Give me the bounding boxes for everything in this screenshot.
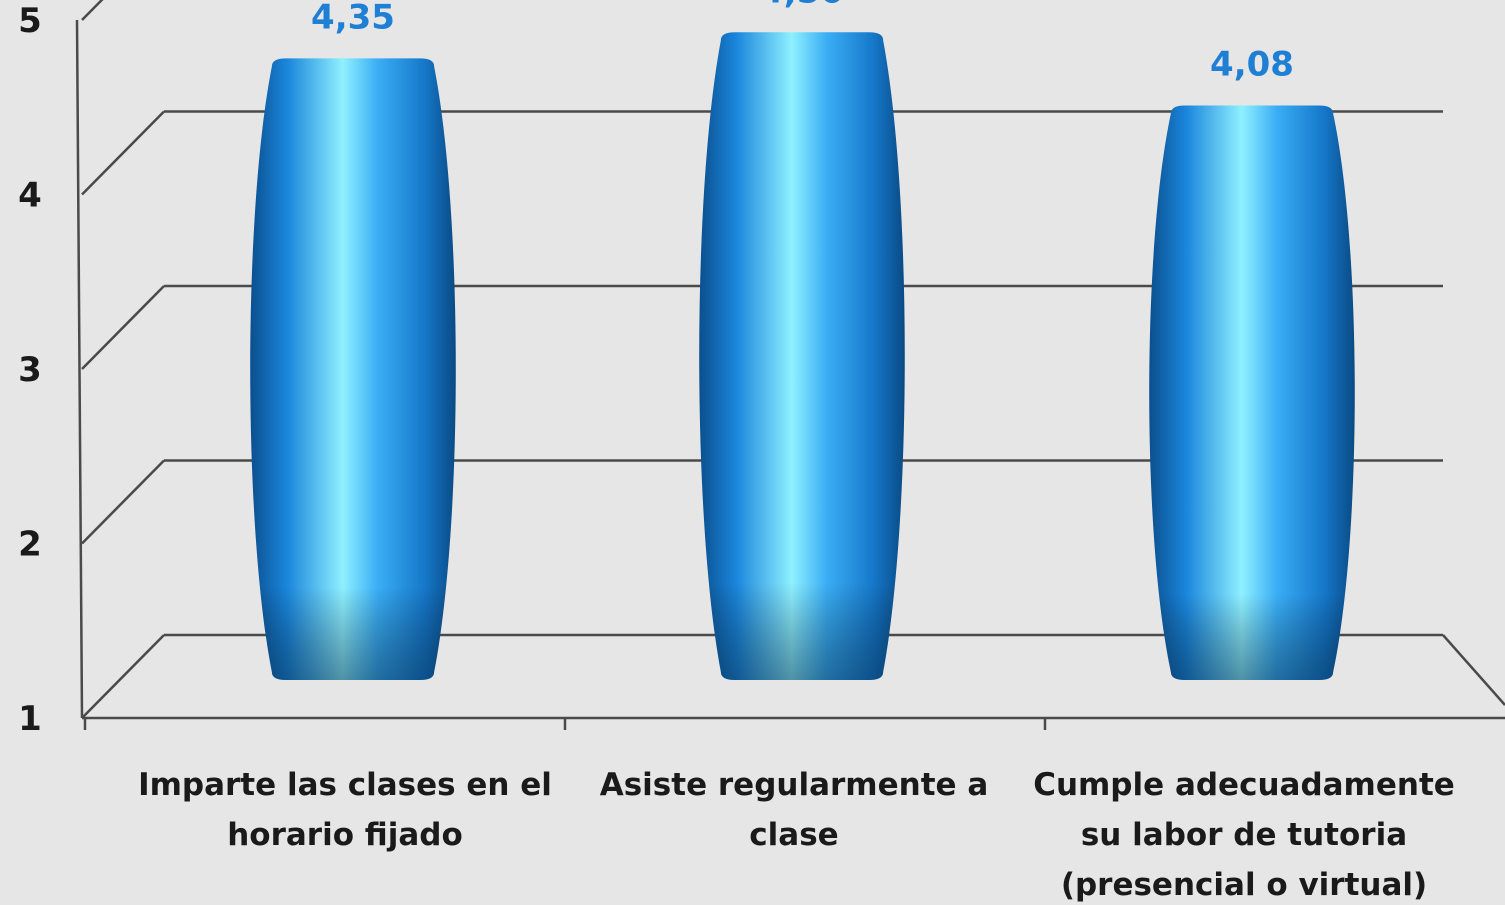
data-label-1: 4,50: [760, 0, 844, 11]
y-tick-label-5: 5: [18, 1, 42, 41]
category-label-1-line-1: clase: [749, 817, 838, 853]
data-label-2: 4,08: [1210, 45, 1294, 85]
category-label-2-line-1: su labor de tutoria: [1081, 817, 1407, 853]
floor-left-edge: [81, 634, 165, 719]
bar-shade-1: [699, 32, 905, 680]
category-label-0-line-1: horario fijado: [227, 817, 463, 853]
category-label-2-line-0: Cumple adecuadamente: [1033, 767, 1455, 803]
category-label-1-line-0: Asiste regularmente a: [600, 767, 989, 803]
y-axis: [75, 19, 84, 719]
gridline-side-3: [81, 285, 165, 370]
y-tick-label-2: 2: [18, 525, 42, 565]
category-label-1: Asiste regularmente a clase: [600, 767, 989, 853]
category-label-0-line-0: Imparte las clases en el: [138, 767, 552, 803]
bars: [250, 32, 1355, 681]
gridline-side-4: [81, 110, 165, 196]
y-tick-label-3: 3: [18, 350, 42, 390]
gridline-side-5: [81, 0, 104, 21]
y-tick-label-1: 1: [18, 699, 42, 739]
category-label-2-line-2: (presencial o virtual): [1061, 867, 1427, 903]
labels: 1 2 3 4 5 4,35 Imparte las clases en el horario…: [18, 0, 1455, 903]
gridline-side-2: [81, 459, 165, 545]
bar-shade-2: [1149, 105, 1355, 681]
data-label-0: 4,35: [311, 0, 395, 37]
bar-shade-0: [250, 58, 456, 681]
category-label-2: Cumple adecuadamente su labor de tutoria (…: [1033, 767, 1455, 903]
category-label-0: Imparte las clases en el horario fijado: [138, 767, 552, 853]
floor-right-edge: [1442, 634, 1505, 706]
y-tick-label-4: 4: [18, 176, 42, 216]
